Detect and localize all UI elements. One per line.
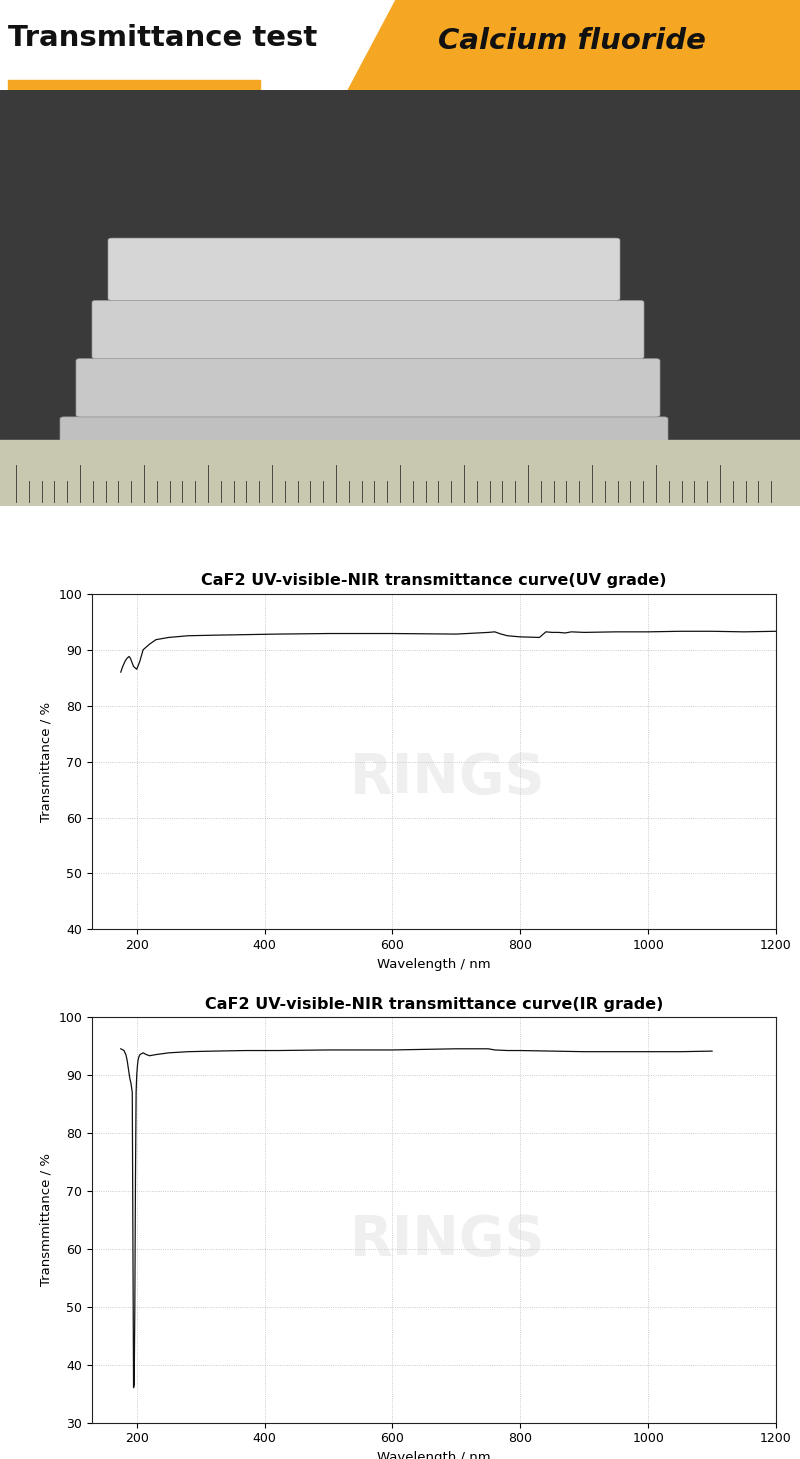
FancyBboxPatch shape — [108, 238, 620, 301]
Y-axis label: Transmittance / %: Transmittance / % — [40, 702, 53, 821]
Text: RINGS: RINGS — [350, 751, 546, 805]
Y-axis label: Transmmittance / %: Transmmittance / % — [40, 1153, 53, 1287]
FancyBboxPatch shape — [76, 359, 660, 417]
X-axis label: Wavelength / nm: Wavelength / nm — [377, 1450, 491, 1459]
FancyBboxPatch shape — [92, 301, 644, 359]
Bar — [0, 439, 800, 506]
FancyBboxPatch shape — [60, 417, 668, 476]
Title: CaF2 UV-visible-NIR transmittance curve(UV grade): CaF2 UV-visible-NIR transmittance curve(… — [202, 573, 666, 588]
X-axis label: Wavelength / nm: Wavelength / nm — [377, 957, 491, 970]
Title: CaF2 UV-visible-NIR transmittance curve(IR grade): CaF2 UV-visible-NIR transmittance curve(… — [205, 996, 663, 1011]
Text: Transmittance test: Transmittance test — [8, 23, 318, 53]
Text: RINGS: RINGS — [350, 1212, 546, 1266]
Polygon shape — [348, 0, 800, 90]
Bar — [8, 80, 260, 90]
Text: Calcium fluoride: Calcium fluoride — [438, 26, 706, 54]
